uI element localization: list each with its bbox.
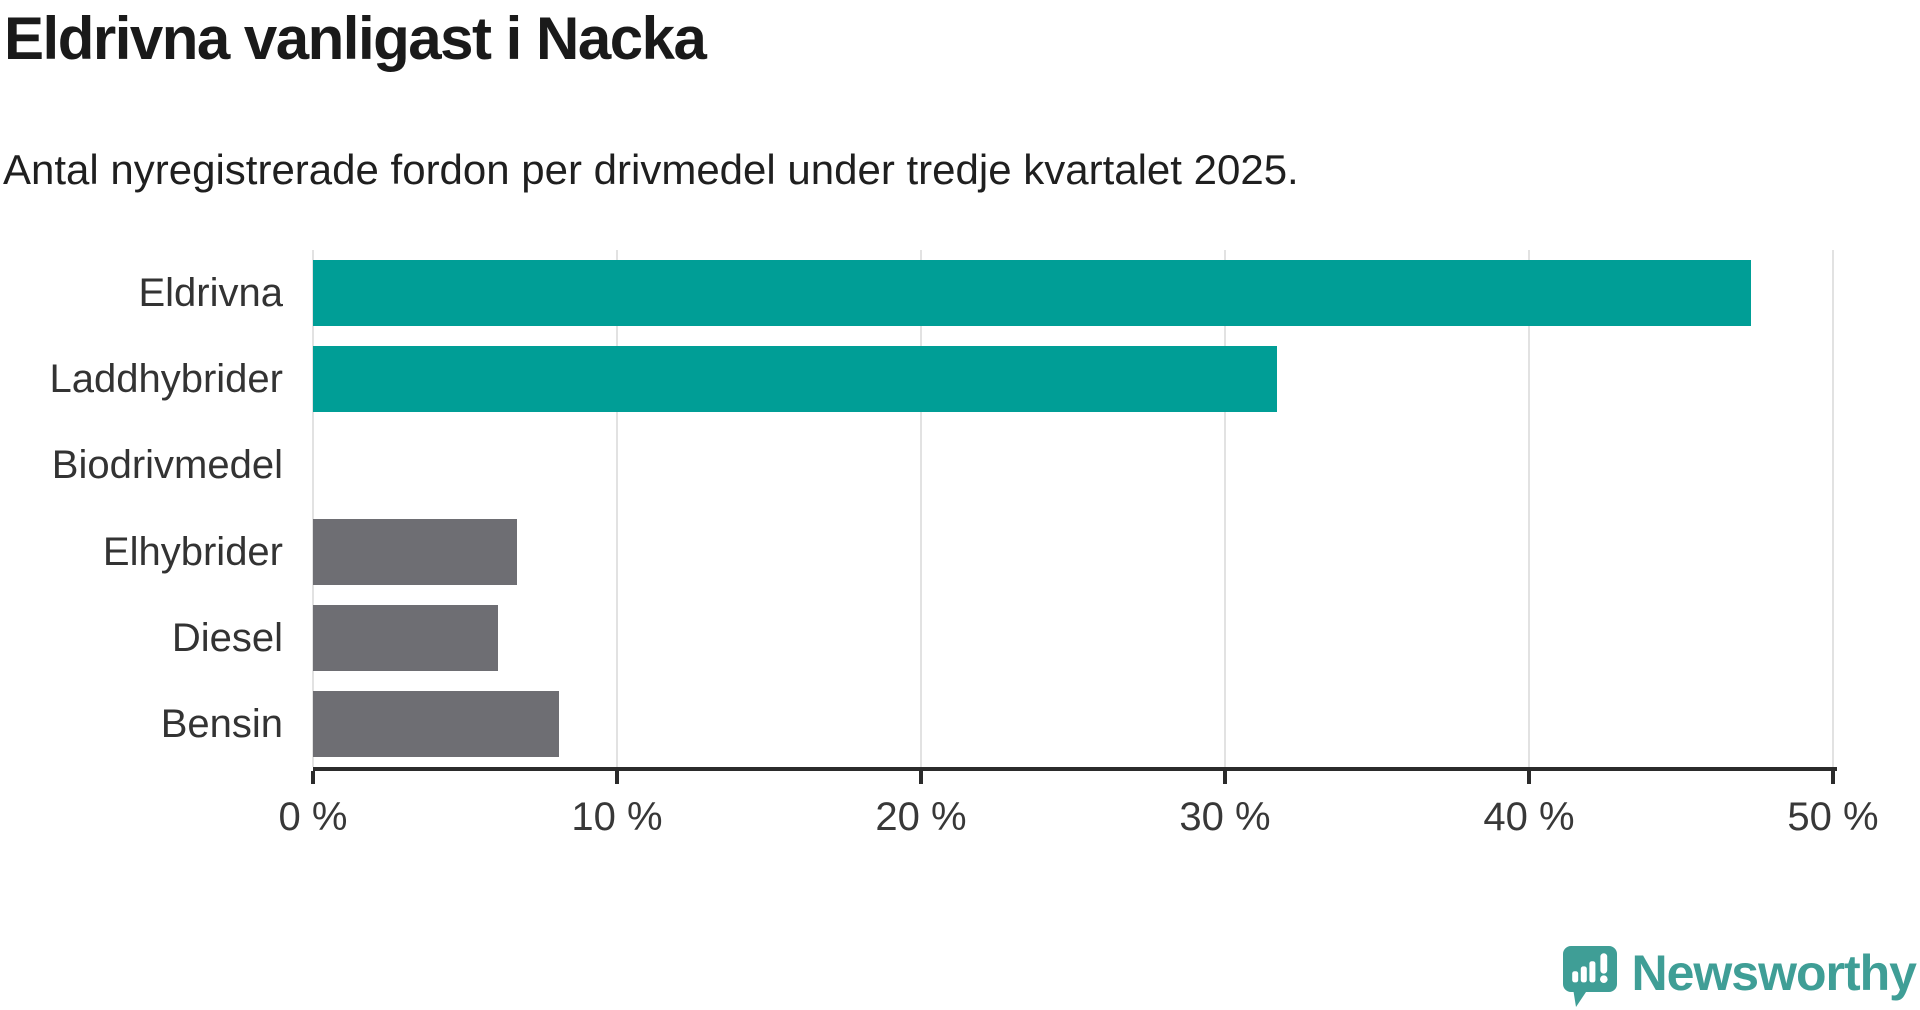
newsworthy-logo-text: Newsworthy: [1631, 945, 1917, 1001]
bar-elhybrider: [313, 518, 517, 585]
plot-area: 0 % 10 % 20 % 30 % 40 % 50 %: [279, 250, 1879, 839]
category-label-bensin: Bensin: [160, 701, 283, 746]
bar-laddhybrider: [313, 346, 1277, 413]
gridline-0 %: [312, 250, 314, 767]
x-tick-label: 10 %: [571, 795, 663, 839]
category-label-elhybrider: Elhybrider: [102, 529, 283, 574]
x-tick-label: 50 %: [1787, 795, 1879, 839]
x-axis-line: [313, 767, 1837, 771]
gridline-20 %: [920, 250, 922, 767]
gridline-10 %: [616, 250, 618, 767]
gridline-50 %: [1832, 250, 1834, 767]
newsworthy-logo-icon: [1563, 946, 1618, 1007]
x-tick-label: 20 %: [875, 795, 967, 839]
chart-subtitle: Antal nyregistrerade fordon per drivmede…: [3, 146, 1299, 193]
category-label-laddhybrider: Laddhybrider: [49, 357, 284, 402]
category-label-diesel: Diesel: [171, 615, 283, 660]
category-label-eldrivna: Eldrivna: [138, 271, 283, 315]
x-tick-40 %: [1527, 771, 1531, 784]
x-tick-50 %: [1831, 771, 1835, 784]
x-tick-30 %: [1223, 771, 1227, 784]
gridline-40 %: [1528, 250, 1530, 767]
bar-diesel: [313, 604, 499, 671]
chart-title: Eldrivna vanligast i Nacka: [4, 5, 707, 72]
category-label-biodrivmedel: Biodrivmedel: [51, 443, 283, 488]
bar-eldrivna: [313, 260, 1751, 326]
x-tick-20 %: [919, 771, 923, 784]
x-tick-label: 0 %: [278, 795, 348, 839]
x-tick-label: 30 %: [1179, 795, 1271, 839]
bar-bensin: [313, 690, 560, 757]
x-tick-10 %: [615, 771, 619, 784]
gridline-30 %: [1224, 250, 1226, 767]
newsworthy-logo: Newsworthy: [1563, 944, 1917, 1010]
x-tick-0 %: [311, 771, 315, 784]
x-tick-label: 40 %: [1483, 795, 1575, 839]
